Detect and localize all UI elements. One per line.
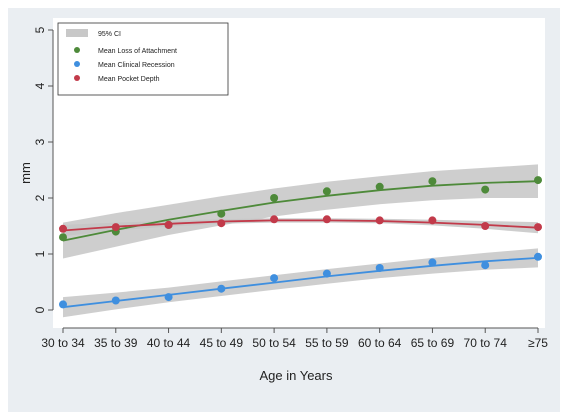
fit-lines (62, 180, 539, 309)
legend-label-loss-of-attachment: Mean Loss of Attachment (98, 48, 177, 55)
point-mean-clinical-recession-2 (164, 293, 173, 302)
point-mean-pocket-depth-4 (270, 215, 279, 224)
y-tick-label-5: 5 (33, 26, 47, 33)
legend-ci-label: 95% CI (98, 31, 121, 38)
y-tick-label-4: 4 (33, 82, 47, 89)
point-mean-clinical-recession-0 (59, 300, 67, 309)
legend-label-pocket-depth: Mean Pocket Depth (98, 76, 160, 83)
legend-marker-loss-of-attachment (74, 47, 80, 53)
ci-band-mean-clinical-recession (63, 248, 538, 318)
point-mean-pocket-depth-3 (217, 219, 226, 228)
y-ticks: 0 1 2 3 4 5 (33, 26, 53, 313)
x-tick-label-5: 55 to 59 (305, 336, 349, 350)
fit-line-mean-pocket-depth (62, 219, 539, 232)
point-mean-clinical-recession-1 (111, 296, 120, 305)
legend-ci-swatch (66, 29, 88, 37)
y-tick-label-1: 1 (33, 250, 47, 257)
y-tick-label-0: 0 (33, 306, 47, 313)
point-mean-pocket-depth-9 (534, 223, 542, 232)
x-tick-label-8: 70 to 74 (464, 336, 508, 350)
point-mean-loss-of-attachment-9 (534, 176, 542, 185)
y-tick-label-3: 3 (33, 138, 47, 145)
x-ticks: 30 to 34 35 to 39 40 to 44 45 to 49 50 to 54… (41, 328, 548, 350)
legend-label-clinical-recession: Mean Clinical Recession (98, 62, 175, 69)
point-mean-clinical-recession-6 (375, 264, 384, 272)
point-mean-clinical-recession-8 (481, 261, 490, 270)
point-mean-clinical-recession-5 (322, 269, 331, 278)
point-mean-loss-of-attachment-5 (322, 187, 331, 196)
point-mean-pocket-depth-5 (322, 215, 331, 224)
point-mean-pocket-depth-8 (481, 222, 490, 230)
x-tick-label-7: 65 to 69 (411, 336, 455, 350)
legend-marker-clinical-recession (74, 61, 80, 67)
x-tick-label-0: 30 to 34 (41, 336, 85, 350)
x-tick-label-6: 60 to 64 (358, 336, 402, 350)
x-tick-label-4: 50 to 54 (252, 336, 296, 350)
chart-frame: 0 1 2 3 4 5 30 to 34 35 to 39 40 to 44 45 to 49 5… (8, 8, 560, 412)
data-points (59, 176, 542, 309)
point-mean-clinical-recession-9 (534, 252, 542, 261)
x-tick-label-1: 35 to 39 (94, 336, 138, 350)
legend-marker-pocket-depth (74, 75, 80, 81)
point-mean-pocket-depth-7 (428, 216, 437, 225)
point-mean-loss-of-attachment-6 (375, 182, 384, 191)
fit-line-mean-clinical-recession (62, 257, 539, 309)
point-mean-pocket-depth-0 (59, 224, 67, 233)
x-axis-title: Age in Years (259, 368, 333, 383)
line-chart: 0 1 2 3 4 5 30 to 34 35 to 39 40 to 44 45 to 49 5… (18, 18, 548, 383)
y-tick-label-2: 2 (33, 194, 47, 201)
point-mean-loss-of-attachment-3 (217, 209, 226, 218)
point-mean-pocket-depth-1 (111, 223, 120, 232)
point-mean-clinical-recession-4 (270, 274, 279, 283)
point-mean-clinical-recession-7 (428, 258, 437, 267)
point-mean-pocket-depth-2 (164, 220, 173, 229)
point-mean-loss-of-attachment-0 (59, 233, 67, 242)
x-tick-label-9: ≥75 (528, 336, 548, 350)
point-mean-pocket-depth-6 (375, 216, 384, 225)
point-mean-loss-of-attachment-8 (481, 185, 490, 194)
point-mean-loss-of-attachment-4 (270, 194, 279, 202)
point-mean-loss-of-attachment-7 (428, 177, 437, 186)
legend: 95% CI Mean Loss of Attachment Mean Clin… (57, 22, 229, 96)
x-tick-label-2: 40 to 44 (147, 336, 191, 350)
x-tick-label-3: 45 to 49 (200, 336, 244, 350)
axes (52, 30, 538, 329)
ci-band-mean-loss-of-attachment (63, 164, 538, 259)
y-axis-title: mm (18, 162, 33, 184)
point-mean-clinical-recession-3 (217, 284, 226, 293)
